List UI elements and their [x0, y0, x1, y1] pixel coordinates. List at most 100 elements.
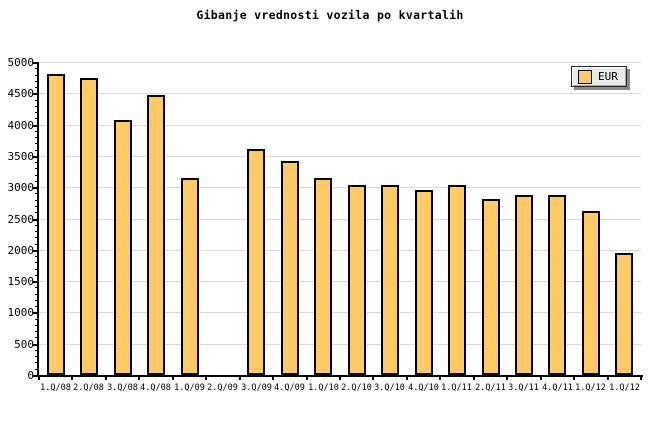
gridline	[39, 125, 641, 126]
y-minor-tick	[35, 137, 37, 138]
gridline	[39, 93, 641, 94]
y-minor-tick	[35, 81, 37, 82]
y-minor-tick	[35, 294, 37, 295]
y-major-tick	[33, 219, 37, 221]
x-tick	[372, 377, 374, 380]
y-minor-tick	[35, 269, 37, 270]
y-major-tick	[33, 125, 37, 127]
y-minor-tick	[35, 306, 37, 307]
x-tick	[105, 377, 107, 380]
y-minor-tick	[35, 369, 37, 370]
x-tick	[138, 377, 140, 380]
bar	[247, 149, 265, 375]
y-minor-tick	[35, 237, 37, 238]
bar	[80, 78, 98, 375]
legend-label: EUR	[598, 70, 618, 83]
y-minor-tick	[35, 275, 37, 276]
x-tick-label: 4.Q/11	[542, 383, 573, 393]
y-minor-tick	[35, 362, 37, 363]
y-minor-tick	[35, 244, 37, 245]
y-minor-tick	[35, 106, 37, 107]
y-minor-tick	[35, 200, 37, 201]
bar	[348, 185, 366, 375]
y-tick-label: 5000	[7, 56, 35, 69]
y-minor-tick	[35, 75, 37, 76]
bar	[482, 199, 500, 375]
y-minor-tick	[35, 325, 37, 326]
y-tick-label: 500	[14, 338, 34, 351]
x-tick-label: 3.Q/10	[374, 383, 405, 393]
y-tick-label: 4000	[7, 119, 35, 132]
gridline	[39, 187, 641, 188]
y-tick-label: 1500	[7, 275, 35, 288]
y-minor-tick	[35, 168, 37, 169]
y-minor-tick	[35, 337, 37, 338]
x-axis-line	[37, 375, 643, 377]
bar	[615, 253, 633, 375]
x-tick	[607, 377, 609, 380]
y-minor-tick	[35, 100, 37, 101]
y-minor-tick	[35, 181, 37, 182]
y-minor-tick	[35, 300, 37, 301]
x-tick	[339, 377, 341, 380]
y-tick-label: 3500	[7, 150, 35, 163]
y-minor-tick	[35, 193, 37, 194]
x-tick	[573, 377, 575, 380]
bar	[314, 178, 332, 375]
y-minor-tick	[35, 231, 37, 232]
y-major-tick	[33, 62, 37, 64]
legend: EUR	[571, 66, 627, 87]
gridline	[39, 281, 641, 282]
x-tick-label: 2.Q/08	[73, 383, 104, 393]
y-minor-tick	[35, 287, 37, 288]
y-major-tick	[33, 93, 37, 95]
bar	[515, 195, 533, 375]
y-tick-label: 2000	[7, 244, 35, 257]
gridline	[39, 219, 641, 220]
y-major-tick	[33, 312, 37, 314]
x-tick-label: 2.Q/11	[475, 383, 506, 393]
y-minor-tick	[35, 131, 37, 132]
x-tick	[272, 377, 274, 380]
x-tick	[540, 377, 542, 380]
y-minor-tick	[35, 143, 37, 144]
bar	[147, 95, 165, 375]
x-tick	[406, 377, 408, 380]
y-minor-tick	[35, 150, 37, 151]
bar	[582, 211, 600, 375]
x-tick	[306, 377, 308, 380]
y-tick-label: 0	[27, 369, 34, 382]
y-major-tick	[33, 156, 37, 158]
x-tick	[71, 377, 73, 380]
bar	[47, 74, 65, 375]
y-major-tick	[33, 250, 37, 252]
y-major-tick	[33, 375, 37, 377]
y-minor-tick	[35, 356, 37, 357]
bar	[548, 195, 566, 375]
x-tick-label: 3.Q/08	[107, 383, 138, 393]
x-tick	[172, 377, 174, 380]
y-minor-tick	[35, 331, 37, 332]
chart-title: Gibanje vrednosti vozila po kvartalih	[196, 8, 464, 22]
gridline	[39, 312, 641, 313]
x-tick-label: 2.Q/09	[207, 383, 238, 393]
y-minor-tick	[35, 212, 37, 213]
y-tick-label: 4500	[7, 87, 35, 100]
gridline	[39, 344, 641, 345]
y-minor-tick	[35, 175, 37, 176]
x-tick-label: 1.Q/08	[40, 383, 71, 393]
y-minor-tick	[35, 206, 37, 207]
x-tick	[473, 377, 475, 380]
x-tick-label: 1.Q/10	[308, 383, 339, 393]
x-tick	[640, 377, 642, 380]
x-tick	[205, 377, 207, 380]
x-tick-label: 1.Q/09	[174, 383, 205, 393]
y-minor-tick	[35, 87, 37, 88]
plot-area	[39, 62, 641, 375]
x-tick-label: 3.Q/11	[508, 383, 539, 393]
y-tick-label: 3000	[7, 181, 35, 194]
x-tick-label: 1.Q/12	[575, 383, 606, 393]
bar	[114, 120, 132, 375]
x-tick	[506, 377, 508, 380]
